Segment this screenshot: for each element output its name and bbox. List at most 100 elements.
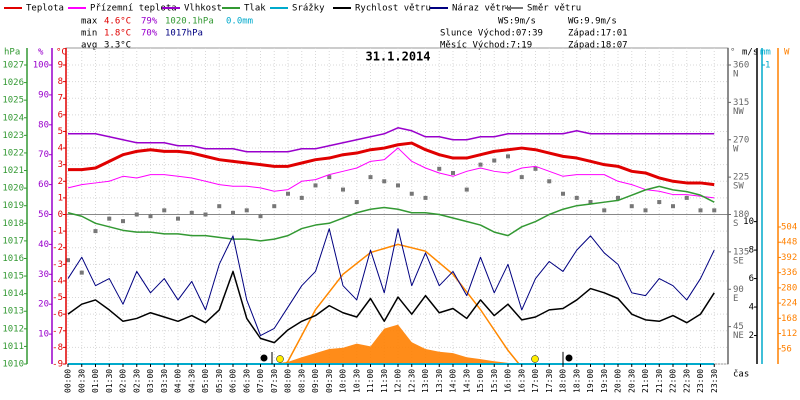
direction-point <box>203 212 208 217</box>
legend-label: Tlak <box>244 4 266 14</box>
direction-point <box>396 183 400 188</box>
direction-point <box>176 216 180 221</box>
y-tick-label: 80 <box>38 120 49 130</box>
stat-value: 70% <box>141 29 158 39</box>
y-tick-label: -5 <box>52 293 63 303</box>
x-tick-label: 00:00 <box>64 369 73 393</box>
y-tick-direction: NW <box>733 107 744 117</box>
y-tick-label: 20 <box>38 300 49 310</box>
x-tick-label: 16:30 <box>517 369 526 393</box>
x-tick-label: 08:30 <box>297 369 306 393</box>
stat-value: WG:9.9m/s <box>568 17 617 27</box>
x-tick-label: 07:00 <box>256 369 265 393</box>
legend-label: Srážky <box>292 4 325 14</box>
direction-point <box>121 219 125 224</box>
stat-value: Západ:18:07 <box>568 41 628 51</box>
x-tick-label: 23:00 <box>696 369 705 393</box>
x-tick-label: 10:30 <box>352 369 361 393</box>
y-tick-direction: E <box>733 294 738 304</box>
y-tick-label: 135 <box>733 247 749 257</box>
legend-label: Přízemní teplota <box>90 4 177 14</box>
stat-value: Měsíc Východ:7:19 <box>440 41 532 51</box>
direction-point <box>382 179 387 184</box>
y-tick-label: 2 <box>58 177 63 187</box>
y-tick-label: 60 <box>38 180 49 190</box>
y-tick-label: -4 <box>52 276 63 286</box>
x-tick-label: 04:00 <box>174 369 183 393</box>
direction-point <box>629 204 634 209</box>
y-tick-label: 336 <box>781 268 797 278</box>
x-tick-label: 21:00 <box>641 369 650 393</box>
y-tick-label: 180 <box>733 210 749 220</box>
direction-point <box>602 208 607 213</box>
stat-value: 79% <box>141 17 158 27</box>
series-line <box>67 185 715 242</box>
direction-point <box>217 204 222 209</box>
y-tick-label: 9 <box>58 61 63 71</box>
axis-unit: mm <box>760 48 771 58</box>
direction-point <box>588 200 593 205</box>
y-tick-label: 1027 <box>2 61 24 71</box>
x-tick-label: 03:30 <box>160 369 169 393</box>
y-tick-label: 1017 <box>2 236 24 246</box>
x-tick-label: 00:30 <box>77 369 86 393</box>
sun-set-icon <box>531 355 539 363</box>
series-line <box>68 141 715 187</box>
direction-point <box>327 175 332 180</box>
direction-point <box>93 229 98 234</box>
direction-point <box>561 191 565 196</box>
y-tick-label: 1019 <box>2 201 24 211</box>
y-tick-label: 4 <box>749 303 754 313</box>
stats: max 4.6°C 79% 1020.1hPa 0.0mm min 1.8°C … <box>81 17 628 51</box>
axis-unit: W <box>784 48 790 58</box>
direction-point <box>451 170 455 175</box>
stat-value: 3.3°C <box>104 41 131 51</box>
y-tick-label: 1 <box>765 61 770 71</box>
direction-point <box>478 162 483 167</box>
y-tick-label: 50 <box>38 210 49 220</box>
y-tick-label: 0 <box>58 210 63 220</box>
stat-value: Slunce Východ:07:39 <box>440 29 543 39</box>
theoretical-radiation <box>284 243 520 365</box>
direction-point <box>409 191 414 196</box>
y-tick-label: 1025 <box>2 96 24 106</box>
direction-point <box>354 200 359 205</box>
legend-label: Rychlost větru <box>355 4 431 14</box>
x-tick-label: 18:30 <box>572 369 581 393</box>
y-tick-label: 1024 <box>2 113 24 123</box>
y-tick-label: 1020 <box>2 184 24 194</box>
direction-point <box>66 258 70 263</box>
astro-markers <box>260 352 573 364</box>
radiation-area <box>68 324 715 364</box>
direction-point <box>134 212 139 217</box>
y-tick-label: 4 <box>58 144 63 154</box>
x-tick-label: 10:00 <box>339 369 348 393</box>
direction-point <box>698 208 703 213</box>
x-tick-label: 19:00 <box>586 369 595 393</box>
x-tick-label: 08:00 <box>284 369 293 393</box>
moon-set-icon <box>565 354 573 362</box>
x-tick-label: 23:30 <box>710 369 719 393</box>
legend-label: Vlhkost <box>184 4 222 14</box>
x-tick-label: 02:30 <box>132 369 141 393</box>
direction-point <box>657 200 662 205</box>
y-tick-label: 90 <box>733 285 744 295</box>
y-tick-label: 280 <box>781 283 797 293</box>
x-tick-label: 11:00 <box>366 369 375 393</box>
direction-point <box>506 154 510 159</box>
x-tick-label: 01:00 <box>91 369 100 393</box>
y-tick-label: 1010 <box>2 360 24 370</box>
x-tick-label: 13:00 <box>421 369 430 393</box>
y-tick-label: 1012 <box>2 324 24 334</box>
y-tick-label: 225 <box>733 173 749 183</box>
stat-label: max <box>81 17 98 27</box>
x-tick-label: 15:30 <box>490 369 499 393</box>
series-line <box>67 147 715 199</box>
x-tick-label: 03:00 <box>146 369 155 393</box>
direction-point <box>231 210 235 215</box>
x-tick-label: 17:30 <box>545 369 554 393</box>
x-tick-label: 06:00 <box>229 369 238 393</box>
direction-point <box>107 216 112 221</box>
x-tick-label: 17:00 <box>531 369 540 393</box>
y-tick-label: 360 <box>733 61 749 71</box>
